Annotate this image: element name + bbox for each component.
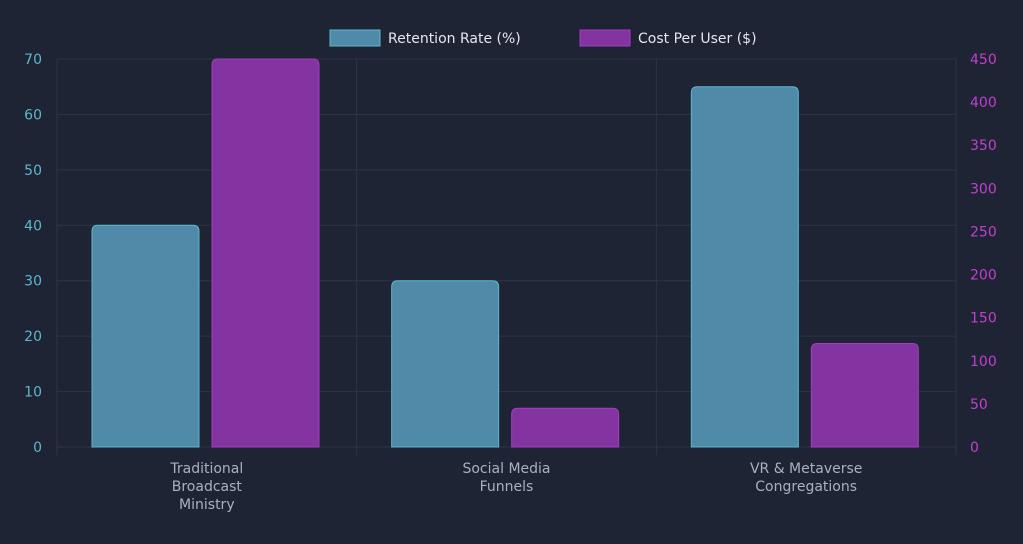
legend-label: Cost Per User ($) [638, 31, 757, 47]
y-left-tick-label: 0 [33, 440, 42, 456]
bar-cost [810, 343, 919, 448]
y-right-tick-label: 300 [970, 181, 997, 197]
y-right-tick-label: 250 [970, 224, 997, 240]
y-left-tick-label: 20 [24, 329, 42, 345]
y-right-tick-label: 0 [970, 440, 979, 456]
x-tick-label: Funnels [480, 479, 534, 495]
y-left-tick-label: 10 [24, 385, 42, 401]
bar-retention [91, 224, 200, 448]
x-tick-label: VR & Metaverse [750, 461, 862, 477]
y-right-tick-label: 100 [970, 354, 997, 370]
y-left-tick-label: 70 [24, 52, 42, 68]
y-left-tick-label: 60 [24, 107, 42, 123]
y-left-tick-label: 30 [24, 274, 42, 290]
x-tick-label: Ministry [179, 497, 235, 513]
y-right-tick-label: 150 [970, 311, 997, 327]
legend-swatch [329, 29, 381, 47]
legend-swatch [579, 29, 631, 47]
y-right-tick-label: 450 [970, 52, 997, 68]
x-tick-label: Congregations [755, 479, 857, 495]
y-left-tick-label: 40 [24, 218, 42, 234]
y-right-tick-label: 200 [970, 268, 997, 284]
y-right-tick-label: 50 [970, 397, 988, 413]
bar-cost [211, 58, 320, 448]
y-left-tick-label: 50 [24, 163, 42, 179]
x-tick-label: Social Media [462, 461, 550, 477]
x-tick-label: Traditional [169, 461, 243, 477]
legend-label: Retention Rate (%) [388, 31, 521, 47]
y-right-tick-label: 350 [970, 138, 997, 154]
y-right-tick-label: 400 [970, 95, 997, 111]
bar-retention [391, 280, 500, 448]
bar-cost [511, 407, 620, 448]
bar-retention [690, 86, 799, 448]
x-tick-label: Broadcast [172, 479, 243, 495]
